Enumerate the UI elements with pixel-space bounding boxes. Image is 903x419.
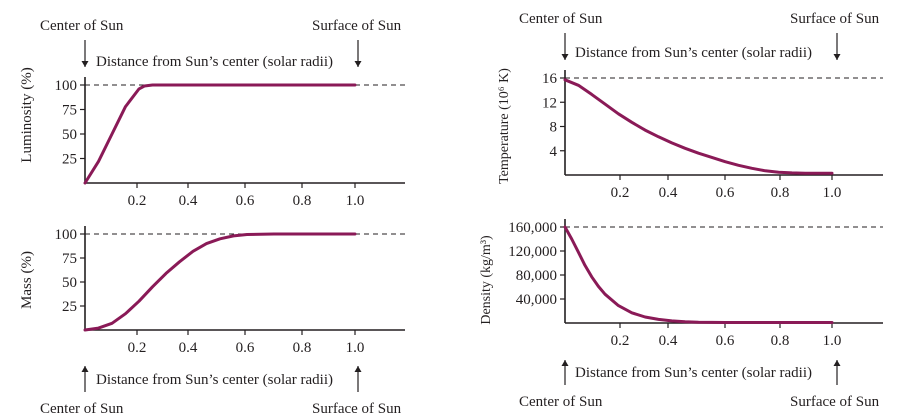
surface-of-sun-label: Surface of Sun: [790, 394, 880, 410]
up-arrow-icon: [354, 366, 362, 392]
center-of-sun-label: Center of Sun: [519, 11, 603, 27]
up-arrow-icon: [81, 366, 89, 392]
y-tick-label: 16: [542, 71, 558, 87]
x-tick-label: 0.8: [293, 340, 312, 356]
x-tick-label: 0.6: [716, 185, 735, 201]
y-tick-label: 50: [62, 127, 77, 143]
y-tick-label: 80,000: [516, 268, 557, 284]
y-axis-label: Luminosity (%): [19, 67, 35, 162]
x-tick-label: 0.2: [128, 340, 147, 356]
x-tick-label: 0.4: [179, 193, 198, 209]
x-tick-label: 0.8: [771, 333, 790, 349]
y-tick-label: 25: [62, 152, 77, 168]
chart-top-left: 25 50 75 100 0.2 0.4 0.6 0.8 1.0 Luminosity (%): [19, 67, 405, 209]
x-tick-label: 0.6: [716, 333, 735, 349]
y-tick-label: 12: [542, 95, 557, 111]
x-tick-label: 0.6: [236, 340, 255, 356]
center-of-sun-label: Center of Sun: [40, 401, 124, 417]
annotations: Center of Sun Surface of Sun Distance from…: [40, 11, 880, 417]
down-arrow-icon: [561, 33, 569, 60]
x-tick-label: 0.6: [236, 193, 255, 209]
up-arrow-icon: [833, 360, 841, 385]
chart-top-right: 4 8 12 16 0.2 0.4 0.6 0.8 1.0 Temperature (10⁶ K): [497, 68, 883, 201]
surface-of-sun-label: Surface of Sun: [312, 401, 402, 417]
up-arrow-icon: [561, 360, 569, 385]
y-axis-label: Mass (%): [19, 251, 35, 309]
x-tick-label: 0.2: [128, 193, 147, 209]
x-tick-label: 0.8: [293, 193, 312, 209]
y-tick-label: 40,000: [516, 292, 557, 308]
center-of-sun-label: Center of Sun: [519, 394, 603, 410]
y-tick-label: 50: [62, 275, 77, 291]
y-tick-label: 8: [550, 120, 558, 136]
x-tick-label: 0.2: [611, 185, 630, 201]
x-tick-label: 1.0: [823, 333, 842, 349]
x-tick-label: 0.2: [611, 333, 630, 349]
surface-of-sun-label: Surface of Sun: [312, 18, 402, 34]
chart-bottom-right: 40,000 80,000 120,000 160,000 0.2 0.4 0.6 0.8 1.…: [479, 219, 883, 349]
x-tick-label: 0.4: [659, 333, 678, 349]
series-line: [83, 83, 357, 185]
y-axis-label: Density (kg/m³): [479, 235, 494, 325]
y-tick-label: 160,000: [508, 220, 557, 236]
series-line: [563, 225, 834, 324]
distance-label: Distance from Sun’s center (solar radii): [96, 54, 333, 70]
x-tick-label: 1.0: [823, 185, 842, 201]
x-tick-label: 1.0: [346, 193, 365, 209]
y-tick-label: 75: [62, 103, 77, 119]
x-tick-label: 0.8: [771, 185, 790, 201]
center-of-sun-label: Center of Sun: [40, 18, 124, 34]
y-tick-label: 100: [55, 78, 78, 94]
y-tick-label: 4: [550, 144, 558, 160]
x-tick-label: 1.0: [346, 340, 365, 356]
down-arrow-icon: [354, 40, 362, 67]
chart-bottom-left: 25 50 75 100 0.2 0.4 0.6 0.8 1.0 Mass (%): [19, 226, 405, 356]
y-tick-label: 25: [62, 299, 77, 315]
series-line: [83, 232, 357, 332]
y-tick-label: 120,000: [508, 244, 557, 260]
x-tick-label: 0.4: [179, 340, 198, 356]
distance-label: Distance from Sun’s center (solar radii): [575, 45, 812, 61]
down-arrow-icon: [81, 40, 89, 67]
y-tick-label: 75: [62, 251, 77, 267]
y-axis-label: Temperature (10⁶ K): [497, 68, 512, 184]
distance-label: Distance from Sun’s center (solar radii): [96, 372, 333, 388]
surface-of-sun-label: Surface of Sun: [790, 11, 880, 27]
down-arrow-icon: [833, 33, 841, 60]
x-tick-label: 0.4: [659, 185, 678, 201]
y-tick-label: 100: [55, 227, 78, 243]
distance-label: Distance from Sun’s center (solar radii): [575, 365, 812, 381]
series-line: [563, 78, 834, 175]
